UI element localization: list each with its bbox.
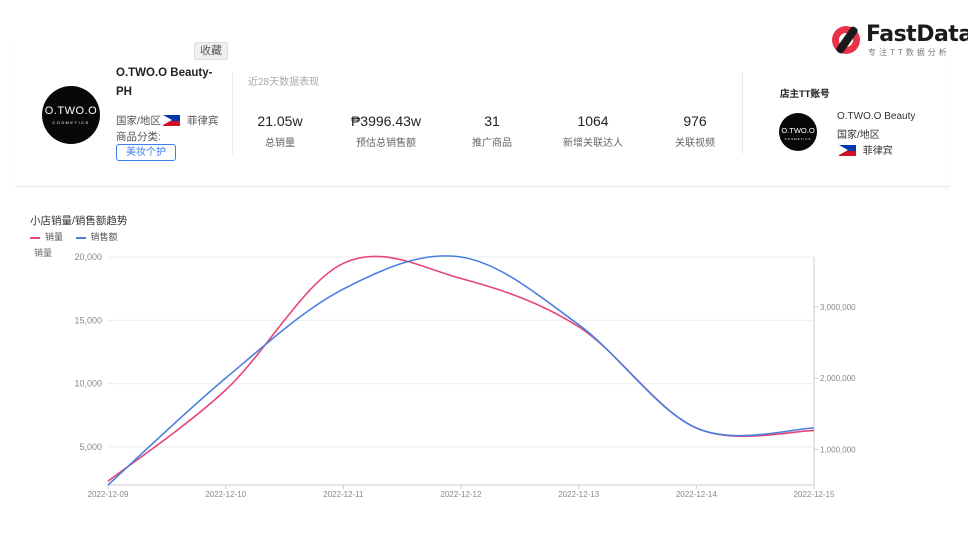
x-tick-label: 2022-12-13 xyxy=(558,490,599,499)
philippines-flag-icon xyxy=(162,115,180,126)
stat-value: 976 xyxy=(683,113,707,129)
fastdata-logo-icon xyxy=(832,26,860,54)
shop-avatar-subtext: COSMETICS xyxy=(52,120,90,125)
shop-avatar-text: O.TWO.O xyxy=(44,105,98,117)
category-label: 商品分类: xyxy=(116,131,161,143)
stat-new-creators: 1064 新增关联达人 xyxy=(538,113,648,149)
stat-value: 21.05w xyxy=(257,113,303,129)
stat-value: 31 xyxy=(484,113,500,129)
chart-title: 小店销量/销售额趋势 xyxy=(30,215,128,227)
shop-overview-card xyxy=(16,40,950,187)
logo-slogan: 专注TT数据分析 xyxy=(868,48,950,57)
stat-label: 新增关联达人 xyxy=(563,138,623,149)
y-left-tick-label: 15,000 xyxy=(74,315,102,325)
revenue-series-line xyxy=(107,255,815,486)
stat-value: 1064 xyxy=(577,113,609,129)
shop-name[interactable]: O.TWO.O Beauty-PH xyxy=(116,67,213,98)
legend-label: 销量 xyxy=(45,232,64,242)
shop-avatar[interactable]: O.TWO.O COSMETICS xyxy=(42,86,100,144)
chart-y-axis-title: 销量 xyxy=(34,248,53,258)
period-label: 近28天数据表现 xyxy=(248,77,320,88)
stat-label: 预估总销售额 xyxy=(356,138,416,149)
category-tag[interactable]: 美妆个护 xyxy=(116,144,176,161)
x-tick-label: 2022-12-14 xyxy=(676,490,717,499)
stat-estimated-revenue: ₱3996.43w 预估总销售额 xyxy=(331,113,441,149)
chart-legend: 销量 销售额 xyxy=(30,230,128,243)
x-tick-label: 2022-12-11 xyxy=(323,490,364,499)
x-tick-label: 2022-12-12 xyxy=(441,490,482,499)
owner-name[interactable]: O.TWO.O Beauty xyxy=(837,111,916,122)
owner-title: 店主TT账号 xyxy=(780,89,830,100)
legend-item-sales[interactable]: 销量 xyxy=(30,230,63,243)
owner-country-name: 菲律宾 xyxy=(862,146,893,157)
stat-label: 推广商品 xyxy=(472,138,512,149)
divider xyxy=(232,72,233,154)
stat-related-videos: 976 关联视频 xyxy=(640,113,750,149)
owner-avatar-subtext: COSMETICS xyxy=(784,137,812,141)
y-right-tick-label: 3,000,000 xyxy=(820,303,856,312)
x-tick-label: 2022-12-15 xyxy=(794,490,835,499)
stat-value: ₱3996.43w xyxy=(350,113,422,129)
y-right-tick-label: 1,000,000 xyxy=(820,445,856,454)
y-left-tick-label: 20,000 xyxy=(74,252,102,262)
owner-region-label: 国家/地区 xyxy=(837,130,880,141)
stat-label: 关联视频 xyxy=(675,138,715,149)
owner-avatar[interactable]: O.TWO.O COSMETICS xyxy=(779,113,817,151)
x-tick-label: 2022-12-09 xyxy=(88,490,129,499)
fastdata-logo: FastData 专注TT数据分析 xyxy=(832,22,968,58)
philippines-flag-icon xyxy=(839,145,856,156)
divider xyxy=(742,72,743,154)
x-tick-label: 2022-12-10 xyxy=(205,490,246,499)
stat-promoted-products: 31 推广商品 xyxy=(437,113,547,149)
y-left-tick-label: 10,000 xyxy=(74,379,102,389)
favorite-button[interactable]: 收藏 xyxy=(194,42,228,60)
legend-item-revenue[interactable]: 销售额 xyxy=(75,230,118,243)
region-label: 国家/地区 xyxy=(116,115,161,127)
legend-label: 销售额 xyxy=(90,232,118,242)
stat-label: 总销量 xyxy=(265,138,295,149)
country-name: 菲律宾 xyxy=(186,115,219,127)
owner-avatar-text: O.TWO.O xyxy=(781,126,815,135)
owner-country: 菲律宾 xyxy=(837,142,893,157)
shop-region: 国家/地区 菲律宾 xyxy=(116,113,218,128)
y-left-tick-label: 5,000 xyxy=(79,442,102,452)
logo-name: FastData xyxy=(866,22,968,47)
stat-total-sales: 21.05w 总销量 xyxy=(225,113,335,149)
y-right-tick-label: 2,000,000 xyxy=(820,374,856,383)
